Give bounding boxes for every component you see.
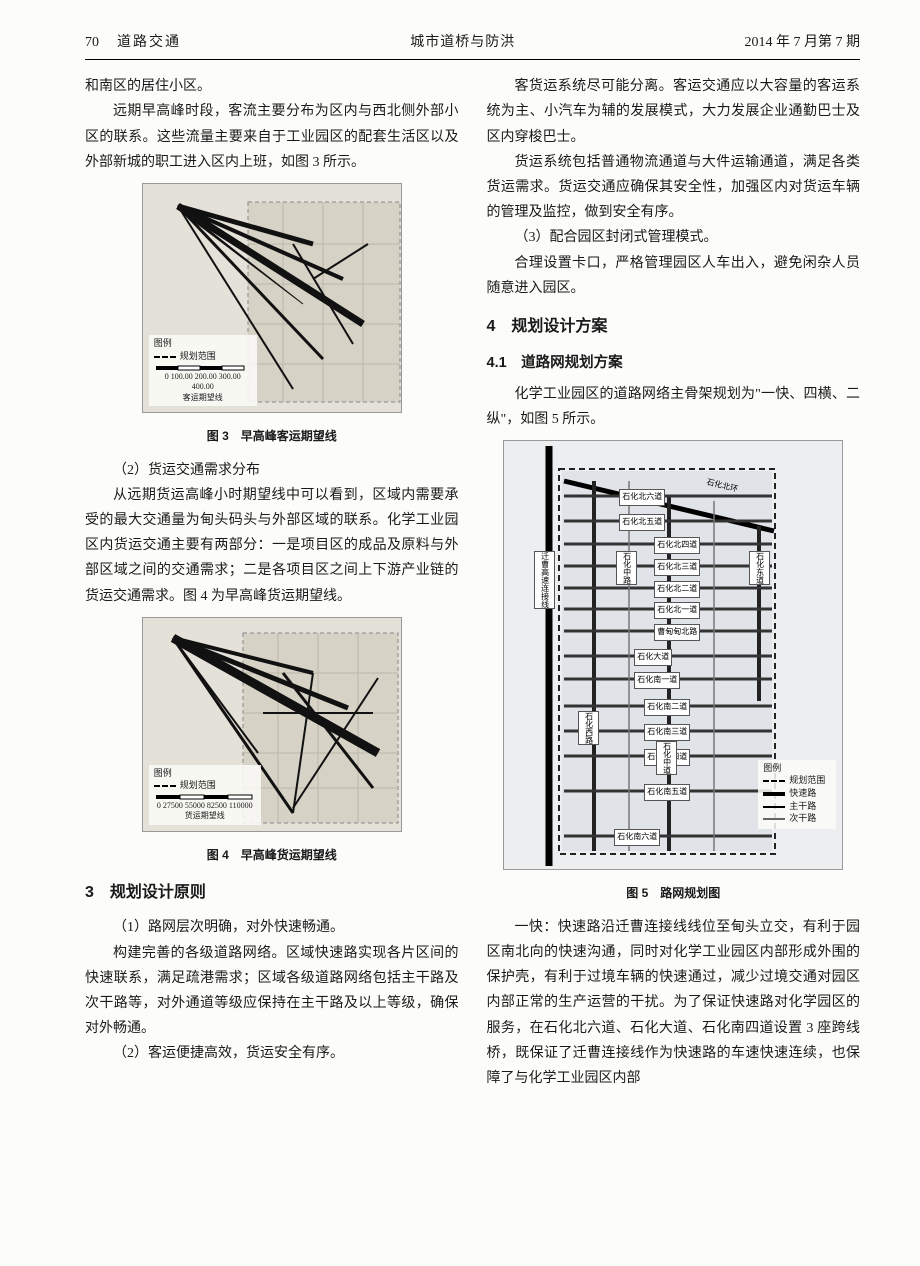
figure-3-caption: 图 3 早高峰客运期望线 bbox=[85, 426, 459, 448]
road-label: 石化西路 bbox=[578, 711, 598, 745]
subsection-title: （2）客运便捷高效，货运安全有序。 bbox=[85, 1041, 459, 1066]
para: 远期早高峰时段，客流主要分布为区内与西北侧外部小区的联系。这些流量主要来自于工业… bbox=[85, 99, 459, 175]
scale-bar: 0 27500 55000 82500 110000 货运期望线 bbox=[154, 793, 256, 822]
road-label: 石化南三道 bbox=[644, 724, 690, 740]
left-column: 和南区的居住小区。 远期早高峰时段，客流主要分布为区内与西北侧外部小区的联系。这… bbox=[85, 74, 459, 1091]
legend-item: 次干路 bbox=[789, 813, 816, 825]
scale-bar: 0 100.00 200.00 300.00 400.00 客运期望线 bbox=[154, 364, 252, 403]
road-label: 石化中路 bbox=[616, 551, 636, 585]
page-number: 70 bbox=[85, 30, 99, 55]
figure-3-map: 图例 规划范围 0 100.00 200.00 300.00 400.00 客运… bbox=[142, 183, 402, 413]
road-label: 石化南五道 bbox=[644, 784, 690, 800]
para: 从远期货运高峰小时期望线中可以看到，区域内需要承受的最大交通量为甸头码头与外部区… bbox=[85, 483, 459, 609]
legend-item: 规划范围 bbox=[180, 351, 216, 363]
section-3-heading: 3 规划设计原则 bbox=[85, 879, 459, 908]
para: 客货运系统尽可能分离。客运交通应以大容量的客运系统为主、小汽车为辅的发展模式，大… bbox=[487, 74, 861, 150]
figure-3-legend: 图例 规划范围 0 100.00 200.00 300.00 400.00 客运… bbox=[149, 335, 257, 406]
para: 和南区的居住小区。 bbox=[85, 74, 459, 99]
figure-5: 石化北六道 石化北五道 石化北四道 石化北三道 石化北二道 石化北一道 曹甸甸北… bbox=[487, 440, 861, 905]
figure-4: 图例 规划范围 0 27500 55000 82500 110000 货运期望线… bbox=[85, 617, 459, 867]
para: 构建完善的各级道路网络。区域快速路实现各片区间的快速联系，满足疏港需求；区域各级… bbox=[85, 941, 459, 1042]
figure-4-caption: 图 4 早高峰货运期望线 bbox=[85, 845, 459, 867]
legend-item: 规划范围 bbox=[180, 780, 216, 792]
figure-4-map: 图例 规划范围 0 27500 55000 82500 110000 货运期望线 bbox=[142, 617, 402, 832]
road-label: 石化中道 bbox=[656, 741, 676, 775]
road-label: 石化北二道 bbox=[654, 581, 700, 597]
scale-label: 客运期望线 bbox=[154, 393, 252, 403]
road-label: 石化东道 bbox=[749, 551, 769, 585]
right-column: 客货运系统尽可能分离。客运交通应以大容量的客运系统为主、小汽车为辅的发展模式，大… bbox=[487, 74, 861, 1091]
section-4-heading: 4 规划设计方案 bbox=[487, 313, 861, 342]
legend-title: 图例 bbox=[154, 768, 256, 780]
figure-5-legend: 图例 规划范围 快速路 主干路 次干路 bbox=[758, 760, 836, 829]
road-label: 石化南一道 bbox=[634, 672, 680, 688]
figure-5-caption: 图 5 路网规划图 bbox=[487, 883, 861, 905]
legend-title: 图例 bbox=[154, 338, 252, 350]
page-header: 70 道路交通 城市道桥与防洪 2014 年 7 月第 7 期 bbox=[85, 30, 860, 60]
para: 货运系统包括普通物流通道与大件运输通道，满足各类货运需求。货运交通应确保其安全性… bbox=[487, 150, 861, 226]
two-column-layout: 和南区的居住小区。 远期早高峰时段，客流主要分布为区内与西北侧外部小区的联系。这… bbox=[85, 74, 860, 1091]
road-label: 石化北四道 bbox=[654, 537, 700, 553]
figure-5-map: 石化北六道 石化北五道 石化北四道 石化北三道 石化北二道 石化北一道 曹甸甸北… bbox=[503, 440, 843, 870]
road-label: 石化北六道 bbox=[619, 489, 665, 505]
figure-3: 图例 规划范围 0 100.00 200.00 300.00 400.00 客运… bbox=[85, 183, 459, 448]
legend-item: 规划范围 bbox=[789, 775, 825, 787]
scale-label: 货运期望线 bbox=[154, 811, 256, 821]
figure-4-legend: 图例 规划范围 0 27500 55000 82500 110000 货运期望线 bbox=[149, 765, 261, 825]
road-label: 石化北五道 bbox=[619, 514, 665, 530]
road-label: 石化北一道 bbox=[654, 602, 700, 618]
subsection-title: （2）货运交通需求分布 bbox=[85, 458, 459, 483]
para: 一快：快速路沿迁曹连接线线位至甸头立交，有利于园区南北向的快速沟通，同时对化学工… bbox=[487, 915, 861, 1091]
road-label: 曹甸甸北路 bbox=[654, 624, 700, 640]
para: 合理设置卡口，严格管理园区人车出入，避免闲杂人员随意进入园区。 bbox=[487, 251, 861, 301]
section-4-1-heading: 4.1 道路网规划方案 bbox=[487, 350, 861, 376]
legend-item: 快速路 bbox=[789, 788, 816, 800]
para: 化学工业园区的道路网络主骨架规划为"一快、四横、二纵"，如图 5 所示。 bbox=[487, 382, 861, 432]
issue-date: 2014 年 7 月第 7 期 bbox=[745, 30, 861, 55]
legend-item: 主干路 bbox=[789, 801, 816, 813]
scale-text: 0 27500 55000 82500 110000 bbox=[154, 801, 256, 811]
header-section: 道路交通 bbox=[117, 30, 181, 55]
journal-title: 城市道桥与防洪 bbox=[410, 30, 515, 55]
legend-title: 图例 bbox=[763, 763, 831, 775]
page: 70 道路交通 城市道桥与防洪 2014 年 7 月第 7 期 和南区的居住小区… bbox=[0, 0, 920, 1266]
road-label: 石化北三道 bbox=[654, 559, 700, 575]
road-label: 迁曹高速连接线 bbox=[534, 551, 554, 609]
scale-text: 0 100.00 200.00 300.00 400.00 bbox=[154, 372, 252, 393]
subsection-title: （3）配合园区封闭式管理模式。 bbox=[487, 225, 861, 250]
road-label: 石化大道 bbox=[634, 649, 672, 665]
road-label: 石化南六道 bbox=[614, 829, 660, 845]
road-label: 石化南二道 bbox=[644, 699, 690, 715]
subsection-title: （1）路网层次明确，对外快速畅通。 bbox=[85, 915, 459, 940]
